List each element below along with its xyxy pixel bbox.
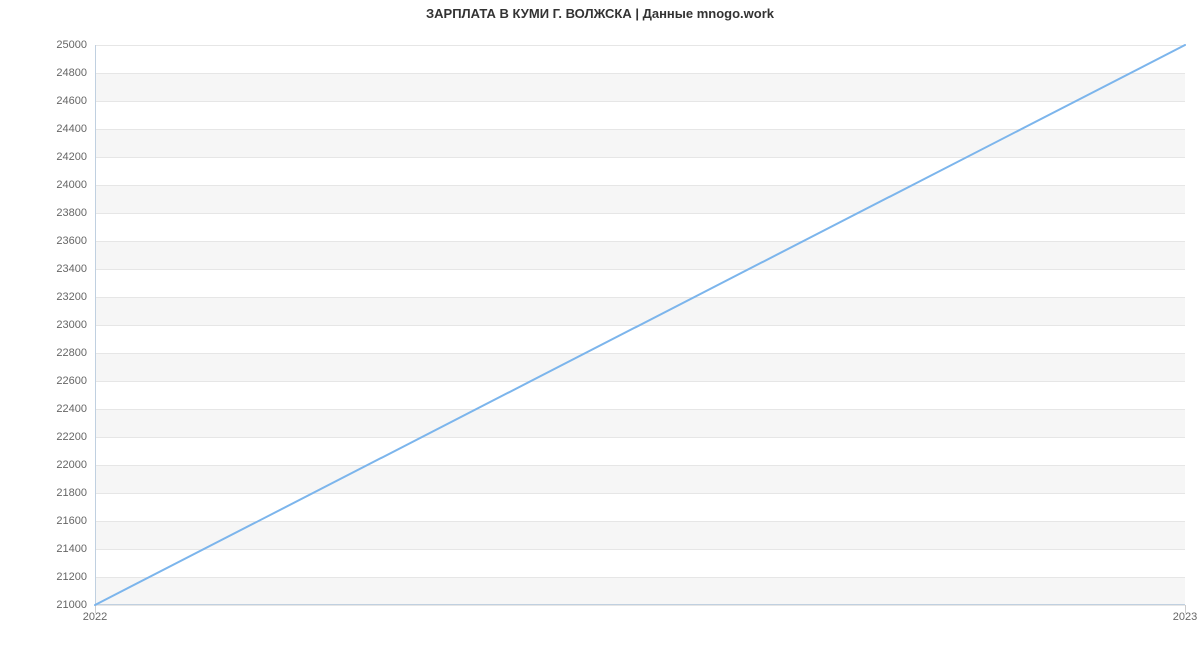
y-axis-label: 24800 bbox=[56, 67, 95, 79]
y-axis-label: 22200 bbox=[56, 431, 95, 443]
salary-chart: ЗАРПЛАТА В КУМИ Г. ВОЛЖСКА | Данные mnog… bbox=[0, 0, 1200, 650]
y-axis-label: 21800 bbox=[56, 487, 95, 499]
y-axis-label: 24600 bbox=[56, 95, 95, 107]
chart-title: ЗАРПЛАТА В КУМИ Г. ВОЛЖСКА | Данные mnog… bbox=[0, 6, 1200, 21]
y-axis-label: 21600 bbox=[56, 515, 95, 527]
y-axis-label: 24000 bbox=[56, 179, 95, 191]
y-axis-label: 22600 bbox=[56, 375, 95, 387]
y-axis-label: 21200 bbox=[56, 571, 95, 583]
x-axis-label: 2023 bbox=[1173, 605, 1197, 623]
y-axis-label: 22800 bbox=[56, 347, 95, 359]
y-axis-label: 23200 bbox=[56, 291, 95, 303]
y-axis-label: 24200 bbox=[56, 151, 95, 163]
y-axis-label: 22400 bbox=[56, 403, 95, 415]
y-axis-label: 23000 bbox=[56, 319, 95, 331]
line-series bbox=[95, 45, 1185, 605]
y-axis-label: 23400 bbox=[56, 263, 95, 275]
plot-area: 2100021200214002160021800220002220022400… bbox=[95, 45, 1185, 605]
y-axis-label: 23600 bbox=[56, 235, 95, 247]
y-axis-label: 25000 bbox=[56, 39, 95, 51]
y-axis-label: 24400 bbox=[56, 123, 95, 135]
y-axis-label: 23800 bbox=[56, 207, 95, 219]
grid-line bbox=[95, 605, 1185, 606]
y-axis-label: 21400 bbox=[56, 543, 95, 555]
y-axis-label: 22000 bbox=[56, 459, 95, 471]
x-axis-label: 2022 bbox=[83, 605, 107, 623]
series-line-salary bbox=[95, 45, 1185, 605]
